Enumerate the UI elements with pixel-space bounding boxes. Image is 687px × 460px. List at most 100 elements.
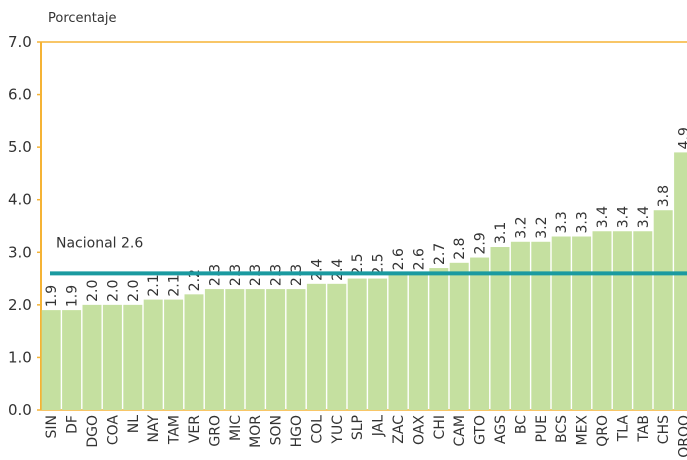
value-label: 3.2	[513, 217, 529, 239]
y-tick-label: 1.0	[8, 348, 32, 366]
x-tick-label: NAY	[146, 415, 162, 443]
bar	[633, 231, 653, 410]
bar	[368, 278, 388, 410]
value-label: 3.3	[575, 211, 591, 233]
x-tick-label: AGS	[493, 415, 509, 444]
value-label: 2.1	[167, 274, 183, 296]
bar	[225, 289, 245, 410]
bar	[449, 262, 469, 410]
x-tick-label: NL	[126, 415, 142, 433]
value-label: 1.9	[44, 285, 60, 307]
y-tick-label: 7.0	[8, 33, 32, 51]
bar	[674, 152, 687, 410]
bar	[510, 241, 530, 410]
bar	[102, 304, 122, 410]
y-tick-label: 5.0	[8, 138, 32, 156]
bar	[347, 278, 367, 410]
bar	[82, 304, 102, 410]
bar	[266, 289, 286, 410]
x-tick-label: SON	[269, 415, 285, 445]
bar	[572, 236, 592, 410]
value-label: 2.7	[432, 243, 448, 265]
x-tick-label: MIC	[228, 415, 244, 441]
x-tick-label: SLP	[350, 415, 366, 440]
x-tick-label: QRO	[595, 415, 611, 447]
value-label: 3.4	[636, 206, 652, 228]
value-label: 4.9	[677, 127, 687, 149]
value-label: 2.0	[105, 280, 121, 302]
x-tick-label: ZAC	[391, 415, 407, 444]
x-tick-label: SIN	[44, 415, 60, 439]
y-tick-label: 3.0	[8, 243, 32, 261]
x-tick-label: GTO	[473, 415, 489, 445]
bar	[306, 283, 326, 410]
x-tick-label: OAX	[411, 415, 427, 445]
x-tick-label: COL	[309, 415, 325, 444]
bar	[327, 283, 347, 410]
bar	[388, 273, 408, 410]
bar	[41, 310, 61, 410]
x-tick-label: MOR	[248, 415, 264, 448]
y-tick-label: 4.0	[8, 191, 32, 209]
value-label: 3.8	[656, 185, 672, 207]
bar	[123, 304, 143, 410]
x-tick-label: BCS	[554, 415, 570, 443]
x-tick-label: QROO	[677, 415, 687, 458]
x-tick-label: VER	[187, 415, 203, 443]
bar	[143, 299, 163, 410]
value-label: 1.9	[65, 285, 81, 307]
value-label: 3.2	[534, 217, 550, 239]
x-tick-label: GRO	[207, 415, 223, 447]
y-tick-label: 2.0	[8, 296, 32, 314]
bar	[429, 268, 449, 410]
bar	[653, 210, 673, 410]
y-tick-label: 6.0	[8, 86, 32, 104]
value-label: 2.6	[411, 248, 427, 270]
value-label: 2.8	[452, 238, 468, 260]
value-label: 2.5	[350, 253, 366, 275]
value-label: 2.4	[309, 258, 325, 280]
bar	[470, 257, 490, 410]
value-label: 2.1	[146, 274, 162, 296]
value-label: 2.9	[473, 232, 489, 254]
x-tick-label: DF	[65, 415, 81, 434]
bar	[531, 241, 551, 410]
bar	[164, 299, 184, 410]
value-label: 3.4	[615, 206, 631, 228]
value-label: 2.4	[330, 258, 346, 280]
x-tick-label: TAB	[636, 415, 652, 443]
x-tick-label: CHI	[432, 415, 448, 439]
value-label: 2.0	[85, 280, 101, 302]
x-tick-label: MEX	[575, 415, 591, 446]
bar	[612, 231, 632, 410]
bar	[592, 231, 612, 410]
bar	[62, 310, 82, 410]
value-label: 3.1	[493, 222, 509, 244]
x-tick-label: PUE	[534, 415, 550, 443]
value-label: 2.5	[371, 253, 387, 275]
x-tick-label: CHS	[656, 415, 672, 444]
x-tick-label: BC	[513, 415, 529, 434]
bar	[408, 273, 428, 410]
reference-label: Nacional 2.6	[56, 235, 143, 251]
bar	[490, 247, 510, 410]
bar	[245, 289, 265, 410]
bar	[204, 289, 224, 410]
x-tick-label: COA	[105, 415, 121, 446]
value-label: 3.3	[554, 211, 570, 233]
x-tick-label: JAL	[371, 415, 387, 437]
y-axis-label: Porcentaje	[48, 11, 116, 26]
x-tick-label: TAM	[167, 415, 183, 445]
value-label: 3.4	[595, 206, 611, 228]
x-tick-label: HGO	[289, 415, 305, 447]
x-tick-label: DGO	[85, 415, 101, 448]
value-label: 2.6	[391, 248, 407, 270]
bar	[286, 289, 306, 410]
x-tick-label: TLA	[615, 415, 631, 443]
x-tick-label: YUC	[330, 415, 346, 445]
x-tick-label: CAM	[452, 415, 468, 446]
y-tick-label: 0.0	[8, 401, 32, 419]
bar	[551, 236, 571, 410]
value-label: 2.0	[126, 280, 142, 302]
